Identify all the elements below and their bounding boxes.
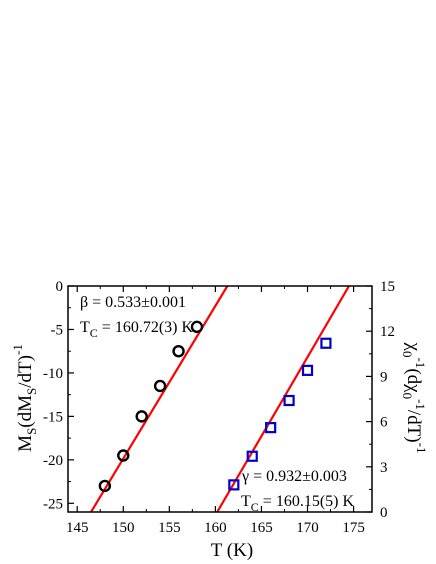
y-right-tick-label: 15	[380, 279, 395, 295]
x-tick-label: 145	[66, 520, 89, 536]
y-axis-title-left: MS(dMS/dT)-1	[10, 344, 39, 452]
y-right-tick-label: 12	[380, 324, 395, 340]
y-left-tick-label: -20	[43, 453, 63, 469]
circle-marker-1	[117, 449, 130, 462]
square-marker-2	[265, 422, 277, 434]
fit-line-right	[216, 286, 350, 512]
fit-lines	[90, 286, 350, 512]
plot-frame	[67, 285, 373, 513]
square-marker-3	[283, 394, 295, 407]
y-left-tick-label: 0	[56, 279, 64, 295]
y-left-tick-label: -5	[51, 322, 64, 338]
x-axis-title: T (K)	[211, 540, 253, 561]
fit-line-left	[90, 286, 229, 512]
circle-marker-4	[172, 344, 185, 358]
square-marker-5	[320, 337, 332, 349]
circle-marker-3	[153, 379, 167, 393]
circle-marker-5	[190, 320, 204, 334]
square-marker-0	[228, 479, 240, 491]
square-marker-1	[246, 450, 258, 462]
tc-left-annotation: TC = 160.72(3) K	[80, 319, 193, 340]
x-tick-label: 155	[158, 520, 181, 536]
y-right-tick-label: 3	[380, 460, 388, 476]
circle-marker-2	[135, 410, 148, 423]
y-left-tick-label: -10	[43, 366, 63, 382]
y-left-tick-label: -15	[43, 409, 63, 425]
x-tick-label: 160	[204, 520, 227, 536]
square-marker-4	[301, 364, 314, 376]
y-right-tick-label: 0	[380, 505, 388, 521]
x-tick-label: 170	[296, 520, 319, 536]
x-tick-label: 165	[250, 520, 273, 536]
y-axis-title-right: χ0-1(dχ0-1/dT)-1	[400, 342, 429, 454]
axis-ticks: 145 150 155 160 165 170 175 0 -5 -10 -15 -20 -25 0 3 6 9…	[43, 279, 395, 536]
y-right-tick-label: 9	[380, 369, 388, 385]
y-left-tick-label: -25	[43, 496, 63, 512]
circle-marker-0	[98, 479, 112, 493]
gamma-annotation: γ = 0.932±0.003	[241, 468, 347, 485]
beta-annotation: β = 0.533±0.001	[80, 294, 186, 311]
x-tick-label: 150	[112, 520, 135, 536]
y-right-tick-label: 6	[380, 415, 388, 431]
x-tick-label: 175	[342, 520, 365, 536]
data-markers	[98, 320, 332, 493]
tc-right-annotation: TC = 160.15(5) K	[241, 493, 354, 514]
